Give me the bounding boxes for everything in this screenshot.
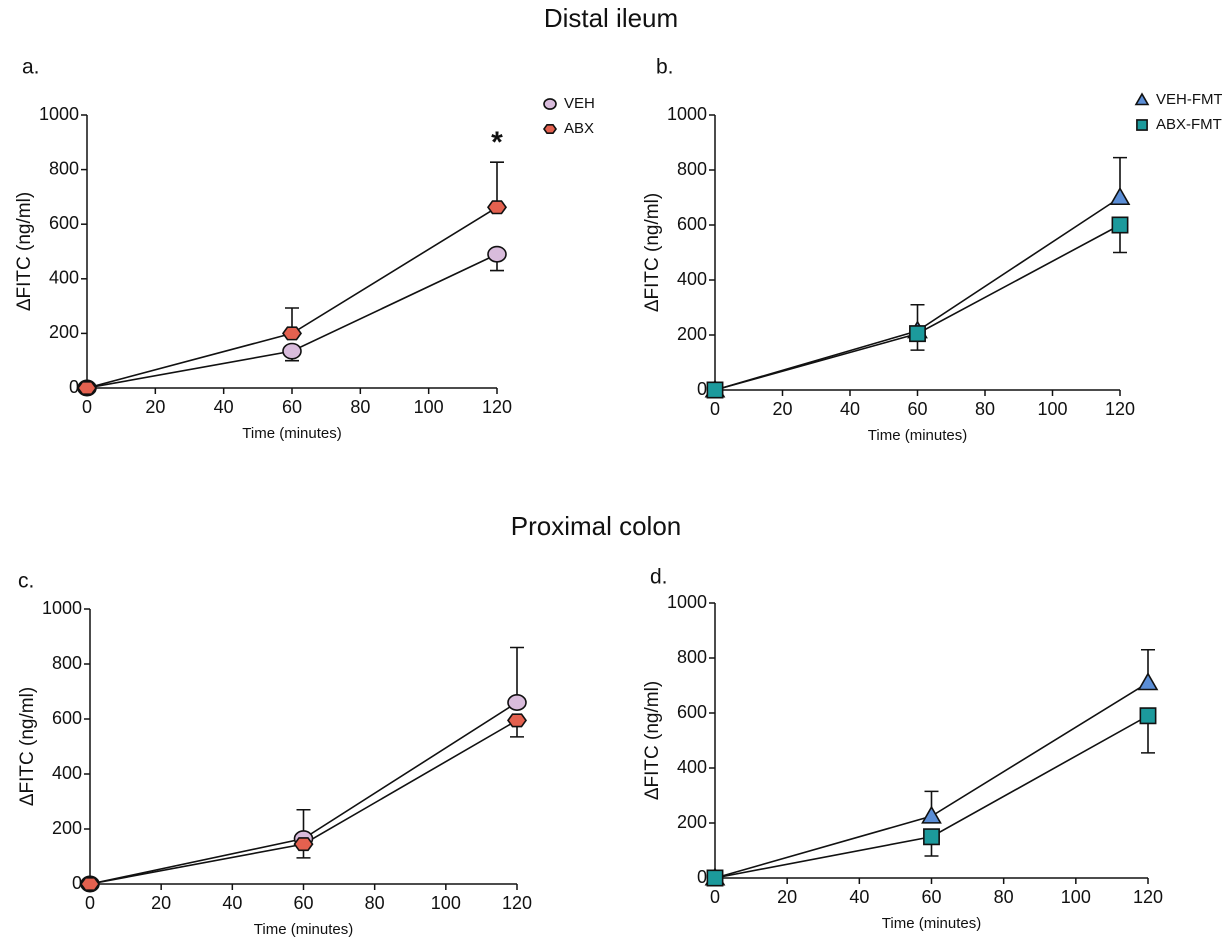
y-tick-label: 0 bbox=[697, 379, 707, 399]
y-tick-label: 400 bbox=[52, 763, 82, 783]
y-axis-label: ΔFITC (ng/ml) bbox=[17, 687, 38, 806]
marker bbox=[1134, 92, 1150, 106]
y-tick-label: 600 bbox=[677, 214, 707, 234]
legend-label: VEH bbox=[564, 95, 595, 112]
marker bbox=[80, 876, 100, 892]
x-tick-label: 120 bbox=[1105, 399, 1135, 419]
y-tick-label: 200 bbox=[677, 812, 707, 832]
x-tick-label: 0 bbox=[710, 399, 720, 419]
y-tick-label: 1000 bbox=[667, 592, 707, 612]
legend-label: ABX bbox=[564, 120, 594, 137]
x-tick-label: 0 bbox=[710, 887, 720, 907]
y-tick-label: 200 bbox=[49, 322, 79, 342]
x-tick-label: 80 bbox=[350, 397, 370, 417]
marker bbox=[1109, 186, 1131, 206]
x-tick-label: 20 bbox=[772, 399, 792, 419]
series-line bbox=[89, 719, 518, 885]
marker bbox=[1137, 672, 1159, 691]
x-tick-label: 100 bbox=[1037, 399, 1067, 419]
x-tick-label: 60 bbox=[921, 887, 941, 907]
y-tick-label: 400 bbox=[677, 269, 707, 289]
x-tick-label: 0 bbox=[85, 893, 95, 913]
y-tick-label: 400 bbox=[677, 757, 707, 777]
marker bbox=[1136, 119, 1148, 131]
x-tick-label: 60 bbox=[282, 397, 302, 417]
y-tick-label: 600 bbox=[49, 213, 79, 233]
marker bbox=[921, 805, 942, 824]
y-axis-label: ΔFITC (ng/ml) bbox=[14, 192, 35, 311]
marker bbox=[507, 713, 527, 728]
x-tick-label: 20 bbox=[145, 397, 165, 417]
y-tick-label: 800 bbox=[52, 653, 82, 673]
x-tick-label: 40 bbox=[222, 893, 242, 913]
x-tick-label: 80 bbox=[365, 893, 385, 913]
x-tick-label: 20 bbox=[151, 893, 171, 913]
y-tick-label: 800 bbox=[677, 159, 707, 179]
error-bar bbox=[490, 161, 504, 208]
marker bbox=[507, 694, 527, 711]
x-tick-label: 100 bbox=[431, 893, 461, 913]
marker bbox=[543, 98, 557, 110]
y-tick-label: 0 bbox=[697, 867, 707, 887]
x-tick-label: 60 bbox=[907, 399, 927, 419]
y-tick-label: 800 bbox=[49, 158, 79, 178]
marker bbox=[543, 124, 557, 134]
error-bar bbox=[510, 646, 524, 703]
panel-label: d. bbox=[650, 566, 668, 589]
annotation: * bbox=[491, 126, 503, 159]
x-tick-label: 40 bbox=[840, 399, 860, 419]
y-tick-label: 200 bbox=[52, 818, 82, 838]
series-line bbox=[714, 196, 1121, 391]
y-tick-label: 600 bbox=[677, 702, 707, 722]
y-tick-label: 1000 bbox=[667, 104, 707, 124]
y-tick-label: 0 bbox=[72, 873, 82, 893]
marker bbox=[282, 342, 302, 360]
y-tick-label: 1000 bbox=[39, 104, 79, 124]
x-axis-label: Time (minutes) bbox=[254, 921, 353, 938]
marker bbox=[487, 245, 507, 263]
y-tick-label: 0 bbox=[69, 377, 79, 397]
legend-label: ABX-FMT bbox=[1156, 116, 1222, 133]
marker bbox=[77, 380, 97, 396]
x-tick-label: 80 bbox=[994, 887, 1014, 907]
marker bbox=[706, 381, 724, 399]
section-title: Distal ileum bbox=[544, 3, 678, 33]
section-title: Proximal colon bbox=[511, 511, 682, 541]
x-axis-label: Time (minutes) bbox=[868, 427, 967, 444]
y-tick-label: 400 bbox=[49, 268, 79, 288]
x-tick-label: 120 bbox=[1133, 887, 1163, 907]
x-tick-label: 80 bbox=[975, 399, 995, 419]
marker bbox=[1139, 707, 1157, 725]
marker bbox=[293, 837, 314, 852]
panel-label: b. bbox=[656, 56, 674, 79]
x-tick-label: 120 bbox=[502, 893, 532, 913]
legend-label: VEH-FMT bbox=[1156, 91, 1222, 108]
marker bbox=[487, 200, 507, 215]
x-tick-label: 120 bbox=[482, 397, 512, 417]
x-tick-label: 40 bbox=[214, 397, 234, 417]
panel-label: c. bbox=[18, 570, 34, 593]
y-tick-label: 800 bbox=[677, 647, 707, 667]
x-axis-label: Time (minutes) bbox=[242, 425, 341, 442]
panel-label: a. bbox=[22, 56, 40, 79]
x-tick-label: 100 bbox=[414, 397, 444, 417]
marker bbox=[923, 828, 940, 846]
x-axis-label: Time (minutes) bbox=[882, 915, 981, 932]
y-tick-label: 1000 bbox=[42, 598, 82, 618]
y-axis-label: ΔFITC (ng/ml) bbox=[642, 681, 663, 800]
y-axis-label: ΔFITC (ng/ml) bbox=[642, 193, 663, 312]
marker bbox=[1111, 216, 1129, 234]
y-tick-label: 600 bbox=[52, 708, 82, 728]
x-tick-label: 100 bbox=[1061, 887, 1091, 907]
marker bbox=[706, 869, 724, 887]
x-tick-label: 60 bbox=[293, 893, 313, 913]
marker bbox=[282, 326, 302, 341]
x-tick-label: 40 bbox=[849, 887, 869, 907]
x-tick-label: 20 bbox=[777, 887, 797, 907]
y-tick-label: 200 bbox=[677, 324, 707, 344]
marker bbox=[909, 325, 926, 343]
x-tick-label: 0 bbox=[82, 397, 92, 417]
